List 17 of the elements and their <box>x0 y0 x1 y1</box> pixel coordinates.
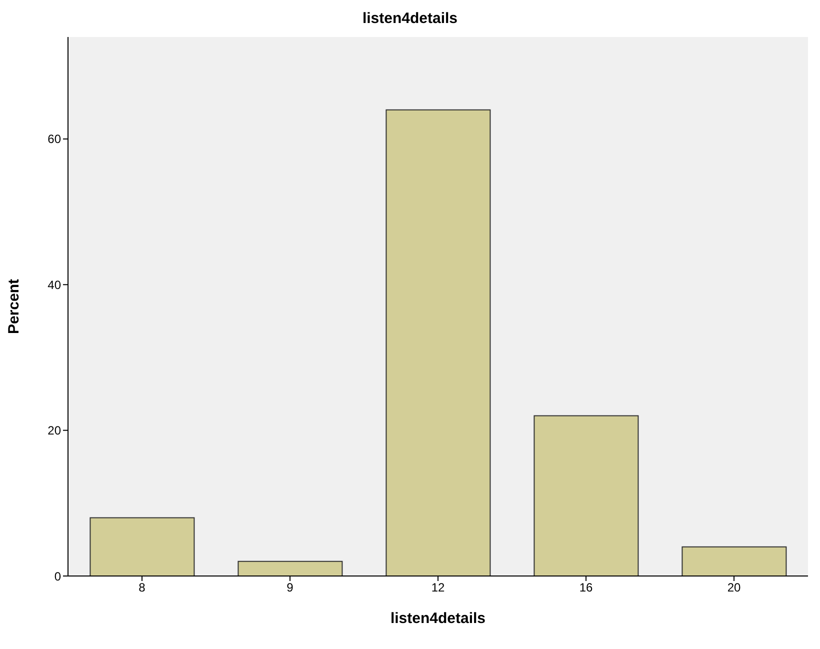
bar <box>534 415 639 576</box>
y-tick-label: 40 <box>48 278 62 292</box>
bar <box>238 560 343 576</box>
chart-title: listen4details <box>361 9 459 29</box>
x-tick-label: 20 <box>727 580 741 595</box>
x-axis-title: listen4details <box>390 610 486 627</box>
x-tick-label: 9 <box>286 580 294 595</box>
y-tick-label: 0 <box>54 569 62 584</box>
bar <box>386 109 491 576</box>
y-tick-label: 20 <box>48 424 62 438</box>
x-tick-label: 16 <box>579 580 593 595</box>
y-tick-label: 60 <box>48 132 62 146</box>
y-axis-title: Percent <box>5 278 22 334</box>
x-tick-label: 12 <box>431 580 445 595</box>
x-tick-label: 8 <box>138 580 146 595</box>
bar <box>90 517 195 576</box>
bar <box>682 546 787 576</box>
